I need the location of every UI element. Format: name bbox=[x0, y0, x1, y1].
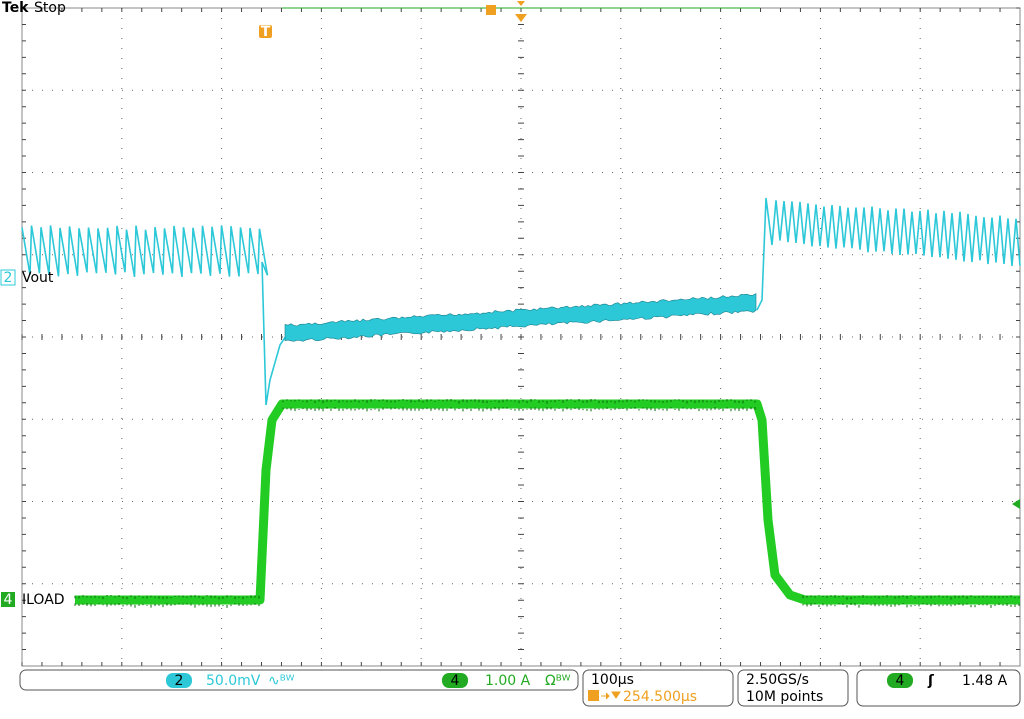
trigger-in-record bbox=[486, 5, 496, 15]
center-marker bbox=[515, 14, 527, 22]
ch4-icon: Ωᴮᵂ bbox=[545, 673, 571, 689]
iload-noise bbox=[74, 399, 1020, 608]
trigger-source-pill bbox=[887, 673, 913, 688]
vertical-panel bbox=[19, 669, 579, 691]
record-length: 10M points bbox=[746, 689, 823, 705]
trigger-icon bbox=[588, 690, 599, 701]
trigger-level-arrow bbox=[1012, 499, 1020, 509]
vout-waveform bbox=[756, 197, 1021, 311]
ch2-icon: ∿ᴮᵂ bbox=[268, 673, 295, 689]
acquisition-panel bbox=[737, 669, 849, 707]
waveforms bbox=[21, 197, 1021, 608]
iload-waveform bbox=[75, 399, 1020, 605]
ch2-label: Vout bbox=[22, 270, 54, 286]
ch4-number-status: 4 bbox=[451, 673, 460, 689]
trigger-position: 254.500µs bbox=[623, 689, 697, 705]
brand: Tek bbox=[2, 0, 29, 16]
trigger-slope: ʃ bbox=[927, 673, 935, 689]
trigger-pos-arrow bbox=[517, 1, 525, 6]
trigger-arrow-icon bbox=[601, 691, 621, 700]
ch4-scale: 1.00 A bbox=[485, 673, 531, 689]
sample-rate: 2.50GS/s bbox=[746, 672, 809, 688]
ch4-pill bbox=[442, 673, 468, 688]
run-status: Stop bbox=[34, 0, 66, 16]
timebase: 100µs bbox=[591, 672, 634, 688]
ch4-number: 4 bbox=[4, 592, 13, 608]
ch2-scale: 50.0mV bbox=[206, 673, 261, 689]
trigger-marker: T bbox=[261, 24, 271, 40]
horizontal-panel bbox=[582, 669, 734, 707]
trigger-marker-box bbox=[259, 25, 272, 38]
ch2-pill bbox=[166, 673, 192, 688]
ch2-number-status: 2 bbox=[175, 673, 184, 689]
ch2-number: 2 bbox=[4, 270, 13, 286]
vout-band bbox=[284, 293, 757, 342]
ch4-marker bbox=[1, 592, 15, 607]
vout-waveform bbox=[21, 225, 291, 406]
ch4-label: ILOAD bbox=[22, 592, 65, 608]
trigger-level: 1.48 A bbox=[962, 673, 1008, 689]
ch2-marker bbox=[0, 269, 16, 286]
trigger-source: 4 bbox=[896, 673, 905, 689]
